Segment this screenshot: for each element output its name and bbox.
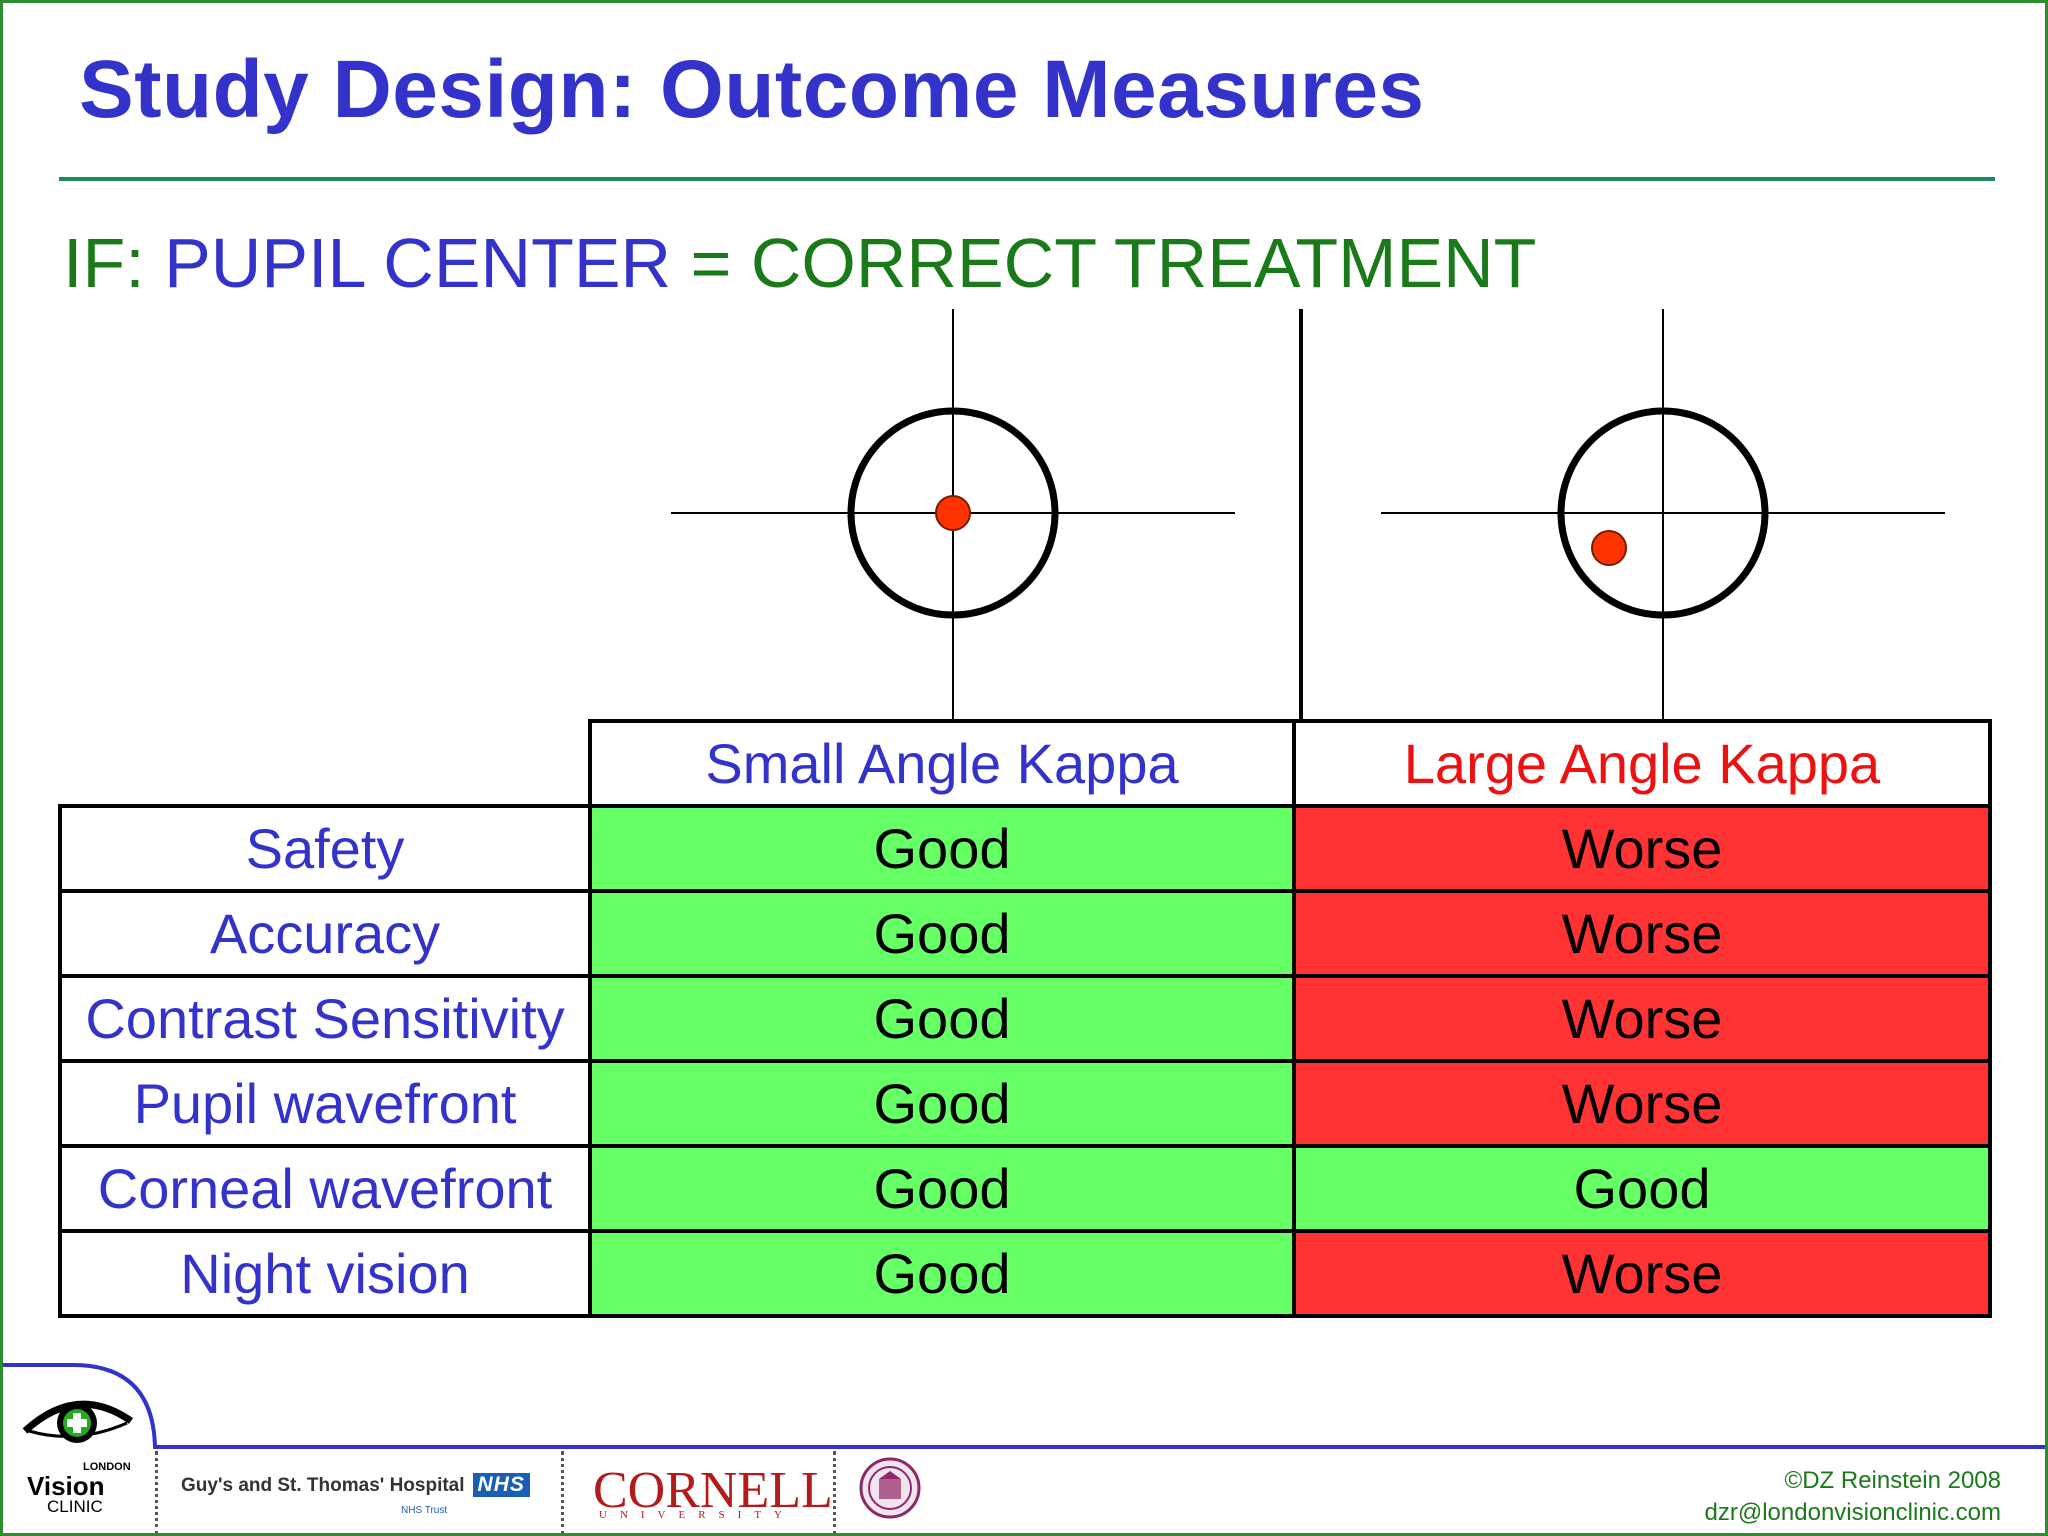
column-divider (1299, 309, 1303, 721)
small-kappa-result: Good (588, 804, 1296, 893)
title-divider (59, 177, 1995, 181)
slide-title: Study Design: Outcome Measures (79, 44, 1425, 135)
small-kappa-result: Good (588, 1229, 1296, 1318)
table-row: Corneal wavefront Good Good (58, 1144, 1992, 1233)
row-label: Night vision (58, 1229, 592, 1318)
large-kappa-result: Worse (1292, 1059, 1992, 1148)
row-label: Pupil wavefront (58, 1059, 592, 1148)
pupil-center-dot (935, 495, 971, 531)
pupil-center-dot (1591, 530, 1627, 566)
nhs-logo: NHS (472, 1473, 530, 1497)
outcome-table: Small Angle Kappa Large Angle Kappa Safe… (58, 719, 1992, 1318)
slide-subtitle: IF: PUPIL CENTER = CORRECT TREATMENT (63, 223, 1536, 303)
small-kappa-result: Good (588, 1059, 1296, 1148)
header-large-angle-kappa: Large Angle Kappa (1292, 719, 1992, 808)
footer-separator (833, 1451, 836, 1533)
contact-email: dzr@londonvisionclinic.com (1704, 1499, 2001, 1526)
table-row: Safety Good Worse (58, 804, 1992, 893)
large-kappa-result: Worse (1292, 1229, 1992, 1318)
pupil-ring (1557, 407, 1769, 619)
cornell-university-label: UNIVERSITY (599, 1509, 795, 1521)
hospital-name: Guy's and St. Thomas' Hospital (181, 1475, 465, 1496)
copyright: ©DZ Reinstein 2008 (1784, 1467, 2001, 1494)
guys-st-thomas-logo: Guy's and St. Thomas' Hospital NHS (181, 1473, 530, 1497)
table-corner (60, 721, 590, 808)
small-kappa-result: Good (588, 889, 1296, 978)
row-label: Safety (58, 804, 592, 893)
table-row: Accuracy Good Worse (58, 889, 1992, 978)
lvc-london: LONDON (83, 1461, 131, 1473)
row-label: Corneal wavefront (58, 1144, 592, 1233)
university-seal-icon (859, 1457, 921, 1519)
row-label: Contrast Sensitivity (58, 974, 592, 1063)
footer-curve (3, 1363, 157, 1448)
footer-separator (561, 1451, 564, 1533)
subtitle-prefix: IF: (63, 224, 145, 302)
table-row: Pupil wavefront Good Worse (58, 1059, 1992, 1148)
small-angle-kappa-target (671, 309, 1235, 719)
table-row: Contrast Sensitivity Good Worse (58, 974, 1992, 1063)
subtitle-correct-treatment: CORRECT TREATMENT (750, 224, 1537, 302)
london-vision-clinic-logo: LONDON Vision CLINIC (19, 1387, 139, 1517)
large-angle-kappa-target (1381, 309, 1945, 719)
large-kappa-result: Worse (1292, 804, 1992, 893)
lvc-vision: Vision (27, 1471, 105, 1501)
small-kappa-result: Good (588, 974, 1296, 1063)
pupil-ring (847, 407, 1059, 619)
footer-credit: ©DZ Reinstein 2008 dzr@londonvisionclini… (1705, 1465, 2001, 1529)
subtitle-pupil-center: PUPIL CENTER (164, 224, 672, 302)
row-label: Accuracy (58, 889, 592, 978)
lvc-clinic: CLINIC (47, 1497, 103, 1516)
footer-separator (155, 1451, 158, 1533)
header-small-angle-kappa: Small Angle Kappa (588, 719, 1296, 808)
large-kappa-result: Worse (1292, 889, 1992, 978)
large-kappa-result: Worse (1292, 974, 1992, 1063)
subtitle-equals: = (690, 224, 732, 302)
kappa-diagram (671, 309, 1945, 719)
eye-icon (22, 1400, 134, 1443)
cornell-logo: CORNELL (593, 1462, 833, 1519)
table-row: Night vision Good Worse (58, 1229, 1992, 1318)
large-kappa-result: Good (1292, 1144, 1992, 1233)
table-header-row: Small Angle Kappa Large Angle Kappa (60, 719, 1992, 808)
nhs-trust-label: NHS Trust (401, 1505, 448, 1516)
small-kappa-result: Good (588, 1144, 1296, 1233)
footer-divider (153, 1445, 2045, 1449)
